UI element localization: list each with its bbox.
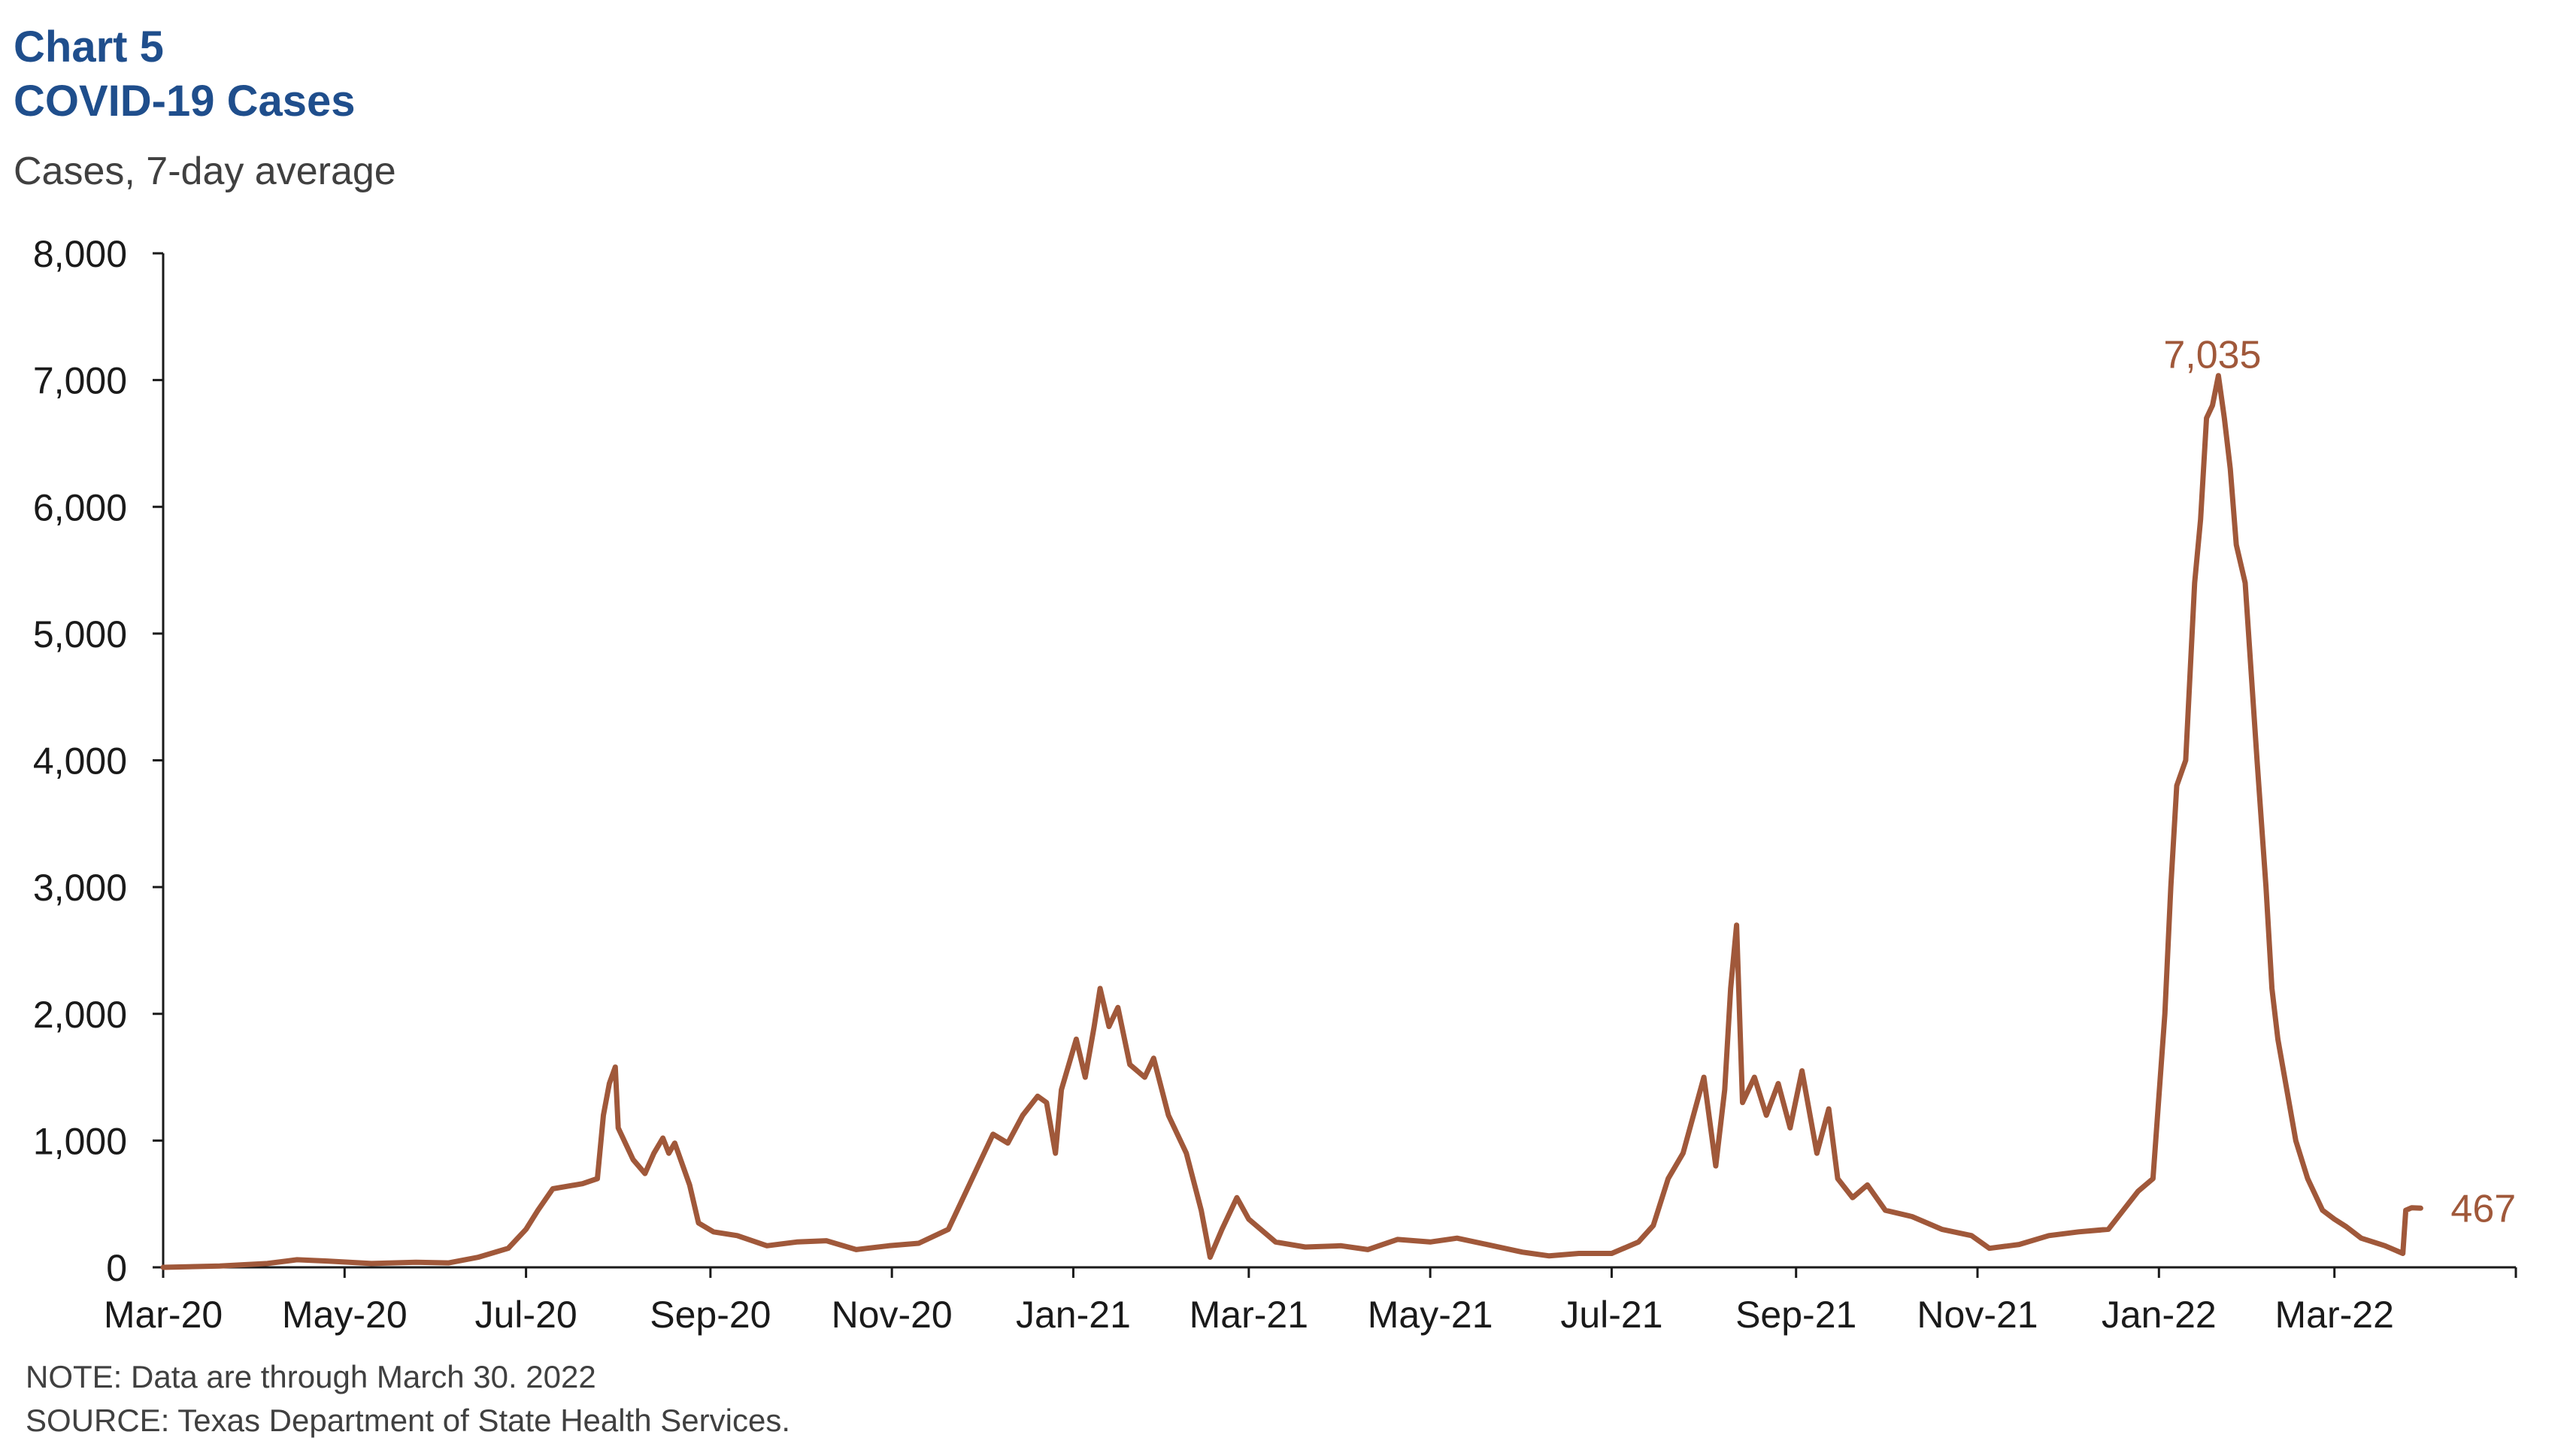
x-tick-label: Nov-20 <box>832 1294 953 1336</box>
x-axis: Mar-20 May-20 Jul-20 Sep-20 Nov-20 Jan-21 Mar-… <box>104 1266 2517 1336</box>
series-group <box>160 373 2423 1270</box>
footnote: NOTE: Data are through March 30. 2022 <box>26 1359 596 1394</box>
x-tick-label: Jul-20 <box>475 1294 577 1336</box>
source-note: SOURCE: Texas Department of State Health… <box>26 1403 790 1438</box>
y-tick-label: 8,000 <box>33 233 127 275</box>
x-tick-label: Jan-22 <box>2102 1294 2217 1336</box>
y-tick-label: 4,000 <box>33 740 127 782</box>
y-tick-label: 0 <box>106 1247 127 1289</box>
y-tick-label: 2,000 <box>33 994 127 1036</box>
y-tick-label: 5,000 <box>33 613 127 655</box>
annotations: 7,035 467 <box>2163 334 2516 1231</box>
x-tick-label: Sep-21 <box>1735 1294 1856 1336</box>
x-tick-label: Mar-20 <box>104 1294 223 1336</box>
chart-title: Chart 5 <box>14 23 164 71</box>
x-tick-label: Jan-21 <box>1016 1294 1131 1336</box>
y-tick-label: 6,000 <box>33 486 127 528</box>
x-tick-label: May-21 <box>1368 1294 1493 1336</box>
y-tick-label: 7,000 <box>33 360 127 402</box>
x-tick-label: Jul-21 <box>1560 1294 1662 1336</box>
data-label: 467 <box>2450 1187 2516 1230</box>
x-tick-label: Sep-20 <box>650 1294 771 1336</box>
x-tick-label: Mar-21 <box>1190 1294 1308 1336</box>
x-tick-label: May-20 <box>282 1294 408 1336</box>
y-tick-label: 3,000 <box>33 867 127 909</box>
y-axis: 0 1,000 2,000 3,000 4,000 5,000 6,000 7,000 8,00… <box>33 233 165 1289</box>
y-tick-label: 1,000 <box>33 1120 127 1162</box>
y-axis-unit-label: Cases, 7-day average <box>14 150 396 193</box>
x-tick-label: Mar-22 <box>2275 1294 2394 1336</box>
data-label: 7,035 <box>2163 334 2261 377</box>
chart-subtitle: COVID-19 Cases <box>14 77 356 126</box>
series-line <box>160 373 2423 1270</box>
x-tick-label: Nov-21 <box>1917 1294 2038 1336</box>
